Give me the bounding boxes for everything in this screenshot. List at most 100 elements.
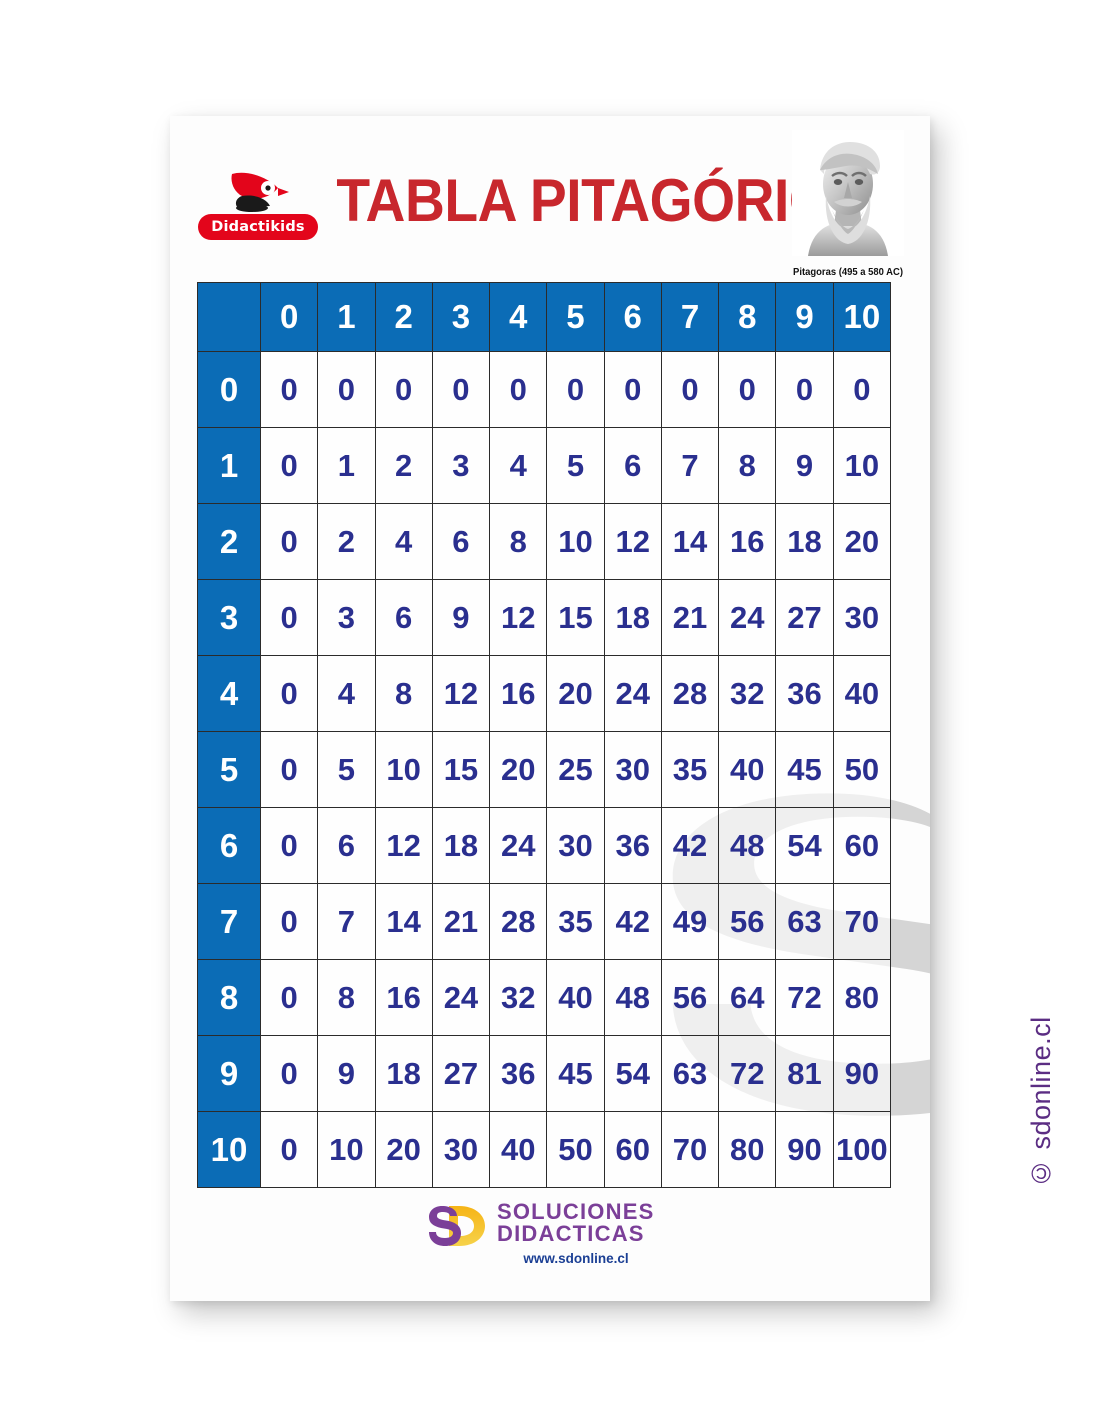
- cell-r2-c2: 4: [374, 503, 433, 580]
- cell-r0-c6: 0: [603, 351, 662, 428]
- cell-r6-c8: 48: [718, 807, 777, 884]
- cell-r6-c2: 12: [374, 807, 433, 884]
- cell-r3-c2: 6: [374, 579, 433, 656]
- row-header-9: 9: [197, 1035, 261, 1112]
- cell-r8-c3: 24: [431, 959, 491, 1036]
- cell-r2-c9: 18: [775, 503, 834, 580]
- table-row: 4 0 4 8 12 16 20 24 28 32 36 40: [197, 655, 892, 732]
- cell-r0-c8: 0: [718, 351, 777, 428]
- table-row: 6 0 6 12 18 24 30 36 42 48 54 60: [197, 807, 892, 884]
- cell-r4-c1: 4: [317, 655, 376, 732]
- cell-r8-c5: 40: [546, 959, 605, 1036]
- cell-r10-c0: 0: [259, 1111, 319, 1188]
- cell-r2-c1: 2: [317, 503, 376, 580]
- brand-name-label: Didactikids: [198, 214, 318, 240]
- cell-r0-c10: 0: [832, 351, 892, 428]
- cell-r7-c5: 35: [546, 883, 605, 960]
- cell-r10-c9: 90: [775, 1111, 834, 1188]
- cell-r8-c2: 16: [374, 959, 433, 1036]
- cell-r9-c10: 90: [832, 1035, 892, 1112]
- printed-sheet: Didactikids TABLA PITAGÓRICA: [170, 116, 1100, 1301]
- cell-r7-c8: 56: [718, 883, 777, 960]
- cell-r5-c7: 35: [660, 731, 720, 808]
- cell-r5-c8: 40: [718, 731, 777, 808]
- side-copyright-text: © sdonline.cl: [1026, 1016, 1056, 1188]
- cell-r6-c4: 24: [489, 807, 548, 884]
- cell-r4-c3: 12: [431, 655, 491, 732]
- row-header-2: 2: [197, 503, 261, 580]
- cell-r2-c8: 16: [718, 503, 777, 580]
- column-header-10: 10: [832, 282, 892, 352]
- cell-r1-c2: 2: [374, 427, 433, 504]
- cell-r4-c6: 24: [603, 655, 662, 732]
- cell-r0-c3: 0: [431, 351, 491, 428]
- cell-r6-c3: 18: [431, 807, 491, 884]
- cell-r9-c0: 0: [259, 1035, 319, 1112]
- cell-r4-c10: 40: [832, 655, 892, 732]
- cell-r3-c9: 27: [775, 579, 834, 656]
- cell-r8-c6: 48: [603, 959, 662, 1036]
- cell-r6-c10: 60: [832, 807, 892, 884]
- cell-r1-c6: 6: [603, 427, 662, 504]
- cell-r4-c0: 0: [259, 655, 319, 732]
- cell-r4-c7: 28: [660, 655, 720, 732]
- cell-r9-c1: 9: [317, 1035, 376, 1112]
- cell-r9-c8: 72: [718, 1035, 777, 1112]
- cell-r4-c5: 20: [546, 655, 605, 732]
- table-row: 5 0 5 10 15 20 25 30 35 40 45 50: [197, 731, 892, 808]
- cell-r7-c1: 7: [317, 883, 376, 960]
- cell-r3-c7: 21: [660, 579, 720, 656]
- cell-r1-c9: 9: [775, 427, 834, 504]
- pythagoras-bust-image: [792, 130, 904, 256]
- cell-r0-c2: 0: [374, 351, 433, 428]
- cell-r1-c0: 0: [259, 427, 319, 504]
- cell-r3-c10: 30: [832, 579, 892, 656]
- cell-r2-c7: 14: [660, 503, 720, 580]
- sd-wordmark: SOLUCIONES DIDACTICAS: [497, 1201, 675, 1245]
- cell-r3-c5: 15: [546, 579, 605, 656]
- cell-r10-c7: 70: [660, 1111, 720, 1188]
- cell-r9-c6: 54: [603, 1035, 662, 1112]
- cell-r8-c4: 32: [489, 959, 548, 1036]
- cell-r10-c3: 30: [431, 1111, 491, 1188]
- cell-r8-c1: 8: [317, 959, 376, 1036]
- table-corner-cell: [197, 282, 261, 352]
- cell-r0-c1: 0: [317, 351, 376, 428]
- pythagoras-caption: Pitagoras (495 a 580 AC): [793, 266, 903, 278]
- cell-r10-c5: 50: [546, 1111, 605, 1188]
- cell-r3-c8: 24: [718, 579, 777, 656]
- cell-r2-c6: 12: [603, 503, 662, 580]
- cell-r5-c10: 50: [832, 731, 892, 808]
- cell-r1-c8: 8: [718, 427, 777, 504]
- table-row: 9 0 9 18 27 36 45 54 63 72 81 90: [197, 1035, 892, 1112]
- row-header-10: 10: [197, 1111, 261, 1188]
- row-header-8: 8: [197, 959, 261, 1036]
- cell-r4-c9: 36: [775, 655, 834, 732]
- cell-r7-c0: 0: [259, 883, 319, 960]
- cell-r2-c4: 8: [489, 503, 548, 580]
- cell-r9-c3: 27: [431, 1035, 491, 1112]
- footer-url: www.sdonline.cl: [523, 1251, 629, 1266]
- column-header-0: 0: [259, 282, 319, 352]
- row-header-4: 4: [197, 655, 261, 732]
- cell-r3-c6: 18: [603, 579, 662, 656]
- cell-r3-c4: 12: [489, 579, 548, 656]
- cell-r0-c4: 0: [489, 351, 548, 428]
- row-header-5: 5: [197, 731, 261, 808]
- table-row: 3 0 3 6 9 12 15 18 21 24 27 30: [197, 579, 892, 656]
- cell-r9-c5: 45: [546, 1035, 605, 1112]
- cell-r4-c2: 8: [374, 655, 433, 732]
- sd-wordmark-line1: SOLUCIONES: [497, 1199, 655, 1224]
- cell-r1-c5: 5: [546, 427, 605, 504]
- cell-r4-c4: 16: [489, 655, 548, 732]
- column-header-6: 6: [603, 282, 662, 352]
- cell-r3-c3: 9: [431, 579, 491, 656]
- cell-r6-c5: 30: [546, 807, 605, 884]
- table-row: 8 0 8 16 24 32 40 48 56 64 72 80: [197, 959, 892, 1036]
- cell-r5-c2: 10: [374, 731, 433, 808]
- column-header-3: 3: [431, 282, 491, 352]
- table-row: 1 0 1 2 3 4 5 6 7 8 9 10: [197, 427, 892, 504]
